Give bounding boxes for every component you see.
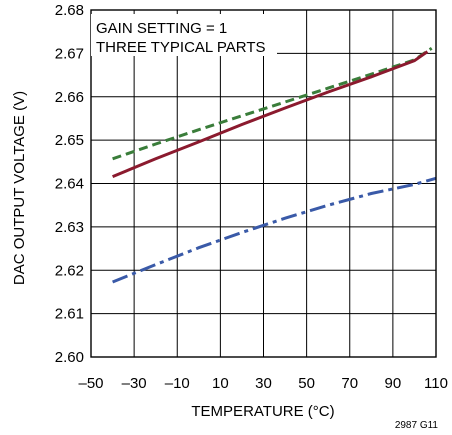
figure-id: 2987 G11 [395, 420, 439, 431]
series-line-3 [112, 176, 437, 284]
x-tick-label: 110 [424, 375, 448, 392]
x-tick-labels: –50 –30 –10 10 30 50 70 90 110 [78, 375, 447, 392]
x-tick-label: 50 [298, 375, 315, 392]
y-axis-label: DAC OUTPUT VOLTAGE (V) [11, 91, 28, 285]
y-tick-label: 2.67 [55, 45, 84, 62]
y-tick-labels: 2.60 2.61 2.62 2.63 2.64 2.65 2.66 2.67 2.68 [55, 2, 84, 366]
y-tick-label: 2.68 [55, 2, 84, 19]
x-tick-label: 30 [255, 375, 272, 392]
y-tick-label: 2.60 [55, 349, 84, 366]
annotation-typical-parts: THREE TYPICAL PARTS [96, 39, 266, 56]
x-tick-label: –50 [78, 375, 103, 392]
x-tick-label: –10 [165, 375, 190, 392]
series-line-2 [112, 50, 429, 178]
annotation-background [91, 14, 277, 56]
annotation-gain-setting: GAIN SETTING = 1 [96, 20, 227, 37]
x-tick-label: 90 [385, 375, 402, 392]
y-tick-label: 2.62 [55, 262, 84, 279]
y-tick-label: 2.63 [55, 219, 84, 236]
y-tick-label: 2.66 [55, 89, 84, 106]
y-tick-label: 2.61 [55, 306, 84, 323]
series-line-1 [112, 46, 433, 161]
grid [90, 9, 437, 358]
y-tick-label: 2.64 [55, 176, 84, 193]
x-tick-label: 70 [341, 375, 358, 392]
y-tick-label: 2.65 [55, 132, 84, 149]
x-tick-label: –30 [122, 375, 147, 392]
plot-border [90, 9, 437, 358]
x-tick-label: 10 [212, 375, 229, 392]
x-axis-label: TEMPERATURE (°C) [191, 403, 334, 420]
series-group [112, 46, 437, 284]
